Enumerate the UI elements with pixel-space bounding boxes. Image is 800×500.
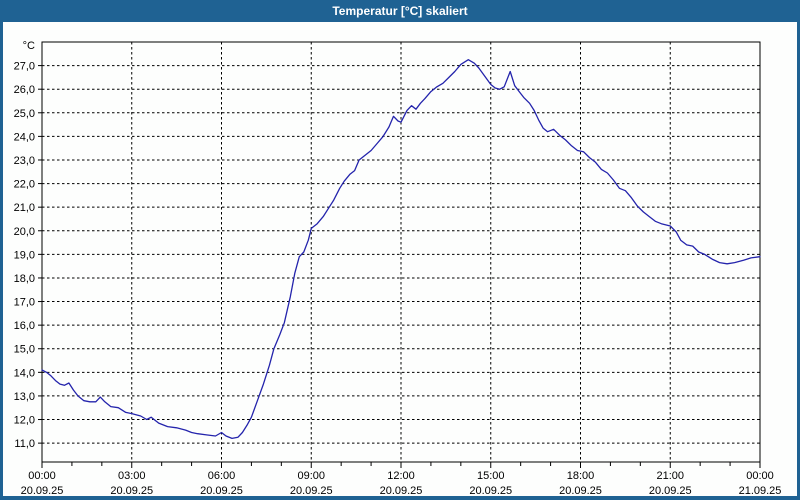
x-tick-date-label: 20.09.25 (21, 485, 64, 496)
x-tick-date-label: 20.09.25 (110, 485, 153, 496)
window-title: Temperatur [°C] skaliert (332, 4, 468, 18)
y-tick-label: 17,0 (14, 297, 35, 309)
y-tick-label: 14,0 (14, 367, 35, 379)
x-tick-time-label: 09:00 (297, 470, 325, 482)
x-tick-date-label: 20.09.25 (559, 485, 602, 496)
y-tick-label: 18,0 (14, 273, 35, 285)
x-tick-time-label: 15:00 (477, 470, 505, 482)
x-tick-time-label: 21:00 (656, 470, 684, 482)
plot-frame (41, 41, 761, 463)
y-tick-label: 13,0 (14, 391, 35, 403)
y-tick-label: 23,0 (14, 155, 35, 167)
x-tick-time-label: 12:00 (387, 470, 415, 482)
y-tick-label: 26,0 (14, 84, 35, 96)
x-tick-time-label: 03:00 (118, 470, 146, 482)
y-tick-label: 25,0 (14, 108, 35, 120)
y-tick-label: 12,0 (14, 415, 35, 427)
x-tick-date-label: 20.09.25 (290, 485, 333, 496)
window-titlebar: Temperatur [°C] skaliert (0, 0, 800, 22)
chart-content-area: 27,0 26,0 25,0 24,0 23,0 22,0 21,0 20,0 19,0 18,0… (3, 22, 797, 496)
y-tick-label: 15,0 (14, 344, 35, 356)
temperature-chart: 27,0 26,0 25,0 24,0 23,0 22,0 21,0 20,0 19,0 18,0… (14, 40, 782, 496)
y-tick-label: 16,0 (14, 320, 35, 332)
x-tick-date-label: 20.09.25 (200, 485, 243, 496)
x-tick-time-label: 06:00 (208, 470, 236, 482)
temperature-line (41, 59, 761, 440)
x-tick-time-label: 00:00 (28, 470, 56, 482)
y-tick-label: 11,0 (14, 438, 35, 450)
y-axis-unit-label: °C (23, 40, 35, 52)
y-tick-label: 19,0 (14, 249, 35, 261)
x-tick-date-label: 21.09.25 (739, 485, 782, 496)
x-tick-time-label: 00:00 (746, 470, 774, 482)
x-tick-date-label: 20.09.25 (649, 485, 692, 496)
x-tick-time-label: 18:00 (567, 470, 595, 482)
y-tick-label: 27,0 (14, 61, 35, 73)
y-tick-label: 21,0 (14, 202, 35, 214)
x-tick-date-label: 20.09.25 (380, 485, 423, 496)
y-tick-label: 20,0 (14, 226, 35, 238)
x-tick-date-label: 20.09.25 (469, 485, 512, 496)
y-tick-label: 24,0 (14, 131, 35, 143)
y-tick-label: 22,0 (14, 179, 35, 191)
